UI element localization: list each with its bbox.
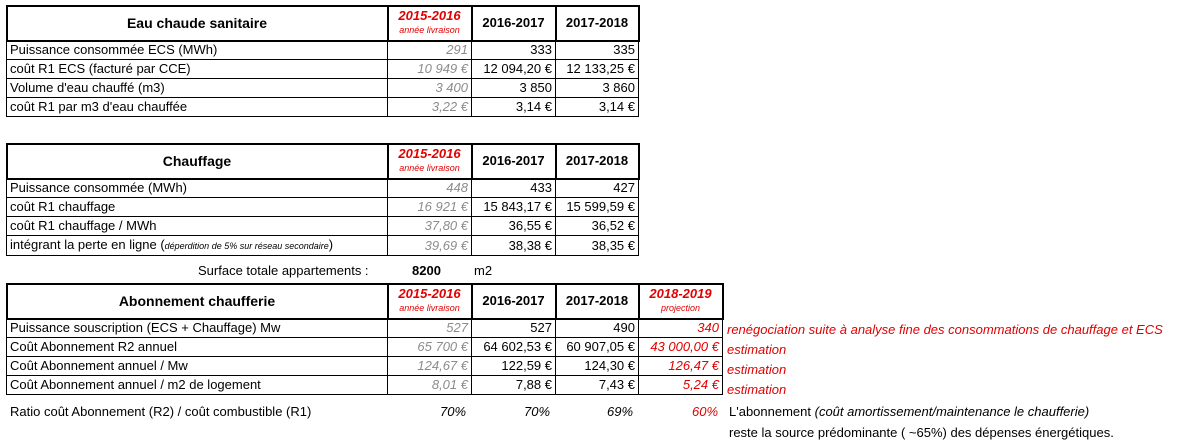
table-row: intégrant la perte en ligne (déperdition… bbox=[6, 235, 639, 256]
cell-value: 38,38 € bbox=[471, 235, 556, 256]
note-estimation: estimation bbox=[727, 362, 787, 377]
chauffage-year1-header: 2015-2016 année livraison bbox=[386, 142, 473, 180]
cell-value: 15 599,59 € bbox=[555, 197, 639, 217]
table-row: Puissance consommée ECS (MWh) 291 333 33… bbox=[6, 40, 639, 60]
row-label: Volume d'eau chauffé (m3) bbox=[6, 78, 388, 98]
chauffage-year3-header: 2017-2018 bbox=[554, 142, 640, 180]
row-label: Puissance consommée (MWh) bbox=[6, 178, 388, 198]
cell-value: 16 921 € bbox=[387, 197, 472, 217]
row-label: Coût Abonnement annuel / m2 de logement bbox=[6, 375, 388, 395]
cell-value: 7,88 € bbox=[471, 375, 556, 395]
cell-value: 36,52 € bbox=[555, 216, 639, 236]
cell-value: 8,01 € bbox=[387, 375, 472, 395]
table-row: Volume d'eau chauffé (m3) 3 400 3 850 3 … bbox=[6, 78, 639, 98]
table-row: coût R1 chauffage 16 921 € 15 843,17 € 1… bbox=[6, 197, 639, 217]
row-label: Puissance consommée ECS (MWh) bbox=[6, 40, 388, 60]
ecs-year3-header: 2017-2018 bbox=[554, 4, 640, 42]
row-label: Coût Abonnement annuel / Mw bbox=[6, 356, 388, 376]
row-label: Puissance souscription (ECS + Chauffage)… bbox=[6, 318, 388, 338]
table-row: coût R1 chauffage / MWh 37,80 € 36,55 € … bbox=[6, 216, 639, 236]
table-row: coût R1 par m3 d'eau chauffée 3,22 € 3,1… bbox=[6, 97, 639, 117]
cell-value: 3,14 € bbox=[471, 97, 556, 117]
ecs-table: Eau chaude sanitaire 2015-2016 année livr… bbox=[5, 4, 640, 117]
ratio-value: 69% bbox=[607, 404, 634, 419]
abonnement-year3-header: 2017-2018 bbox=[554, 282, 640, 320]
ratio-value: 70% bbox=[440, 404, 467, 419]
table-row: coût R1 ECS (facturé par CCE) 10 949 € 1… bbox=[6, 59, 639, 79]
cell-value: 3,14 € bbox=[555, 97, 639, 117]
table-row: Puissance souscription (ECS + Chauffage)… bbox=[6, 318, 723, 338]
cell-value: 448 bbox=[387, 178, 472, 198]
ecs-year2-header: 2016-2017 bbox=[470, 4, 557, 42]
cell-value: 7,43 € bbox=[555, 375, 639, 395]
cell-value: 37,80 € bbox=[387, 216, 472, 236]
abonnement-year4-header: 2018-2019 projection bbox=[637, 282, 724, 320]
abonnement-table: Abonnement chaufferie 2015-2016 année liv… bbox=[5, 282, 724, 395]
cell-value: 38,35 € bbox=[555, 235, 639, 256]
cell-value: 65 700 € bbox=[387, 337, 472, 357]
ratio-value: 70% bbox=[524, 404, 551, 419]
cell-value: 36,55 € bbox=[471, 216, 556, 236]
table-row: Puissance consommée (MWh) 448 433 427 bbox=[6, 178, 639, 198]
surface-value: 8200 bbox=[412, 263, 441, 278]
cell-value: 291 bbox=[387, 40, 472, 60]
cell-value: 527 bbox=[387, 318, 472, 338]
surface-unit: m2 bbox=[474, 263, 493, 278]
cell-value: 126,47 € bbox=[638, 356, 723, 376]
abonnement-title: Abonnement chaufferie bbox=[5, 282, 389, 320]
table-row: Coût Abonnement annuel / m2 de logement … bbox=[6, 375, 723, 395]
abonnement-year1-header: 2015-2016 année livraison bbox=[386, 282, 473, 320]
note-renegociation: renégociation suite à analyse fine des c… bbox=[727, 322, 1163, 337]
cell-value: 490 bbox=[555, 318, 639, 338]
ratio-comment-line2: reste la source prédominante ( ~65%) des… bbox=[729, 425, 1114, 440]
cell-value: 340 bbox=[638, 318, 723, 338]
cell-value: 60 907,05 € bbox=[555, 337, 639, 357]
abonnement-year2-header: 2016-2017 bbox=[470, 282, 557, 320]
chauffage-title: Chauffage bbox=[5, 142, 389, 180]
row-label: coût R1 ECS (facturé par CCE) bbox=[6, 59, 388, 79]
cell-value: 3 860 bbox=[555, 78, 639, 98]
cell-value: 3 850 bbox=[471, 78, 556, 98]
cell-value: 122,59 € bbox=[471, 356, 556, 376]
ecs-year1-header: 2015-2016 année livraison bbox=[386, 4, 473, 42]
cell-value: 15 843,17 € bbox=[471, 197, 556, 217]
cell-value: 427 bbox=[555, 178, 639, 198]
table-row: Coût Abonnement annuel / Mw 124,67 € 122… bbox=[6, 356, 723, 376]
surface-label: Surface totale appartements : bbox=[198, 263, 369, 278]
ratio-label: Ratio coût Abonnement (R2) / coût combus… bbox=[10, 404, 312, 419]
cell-value: 10 949 € bbox=[387, 59, 472, 79]
table-row: Coût Abonnement R2 annuel 65 700 € 64 60… bbox=[6, 337, 723, 357]
ratio-value: 60% bbox=[692, 404, 719, 419]
row-label: intégrant la perte en ligne (déperdition… bbox=[6, 235, 388, 256]
cell-value: 5,24 € bbox=[638, 375, 723, 395]
cell-value: 335 bbox=[555, 40, 639, 60]
cell-value: 43 000,00 € bbox=[638, 337, 723, 357]
note-estimation: estimation bbox=[727, 382, 787, 397]
cell-value: 12 133,25 € bbox=[555, 59, 639, 79]
cell-value: 333 bbox=[471, 40, 556, 60]
cell-value: 3 400 bbox=[387, 78, 472, 98]
row-label: coût R1 chauffage bbox=[6, 197, 388, 217]
chauffage-table: Chauffage 2015-2016 année livraison 2016-… bbox=[5, 142, 640, 256]
cell-value: 433 bbox=[471, 178, 556, 198]
cell-value: 39,69 € bbox=[387, 235, 472, 256]
cell-value: 12 094,20 € bbox=[471, 59, 556, 79]
chauffage-year2-header: 2016-2017 bbox=[470, 142, 557, 180]
cell-value: 124,67 € bbox=[387, 356, 472, 376]
row-label: coût R1 par m3 d'eau chauffée bbox=[6, 97, 388, 117]
cell-value: 3,22 € bbox=[387, 97, 472, 117]
ecs-title: Eau chaude sanitaire bbox=[5, 4, 389, 42]
note-estimation: estimation bbox=[727, 342, 787, 357]
cell-value: 64 602,53 € bbox=[471, 337, 556, 357]
cell-value: 527 bbox=[471, 318, 556, 338]
ratio-comment-line1: L'abonnement (coût amortissement/mainten… bbox=[729, 404, 1090, 419]
cell-value: 124,30 € bbox=[555, 356, 639, 376]
row-label: Coût Abonnement R2 annuel bbox=[6, 337, 388, 357]
row-label: coût R1 chauffage / MWh bbox=[6, 216, 388, 236]
row-label-note: déperdition de 5% sur réseau secondaire bbox=[164, 241, 329, 251]
